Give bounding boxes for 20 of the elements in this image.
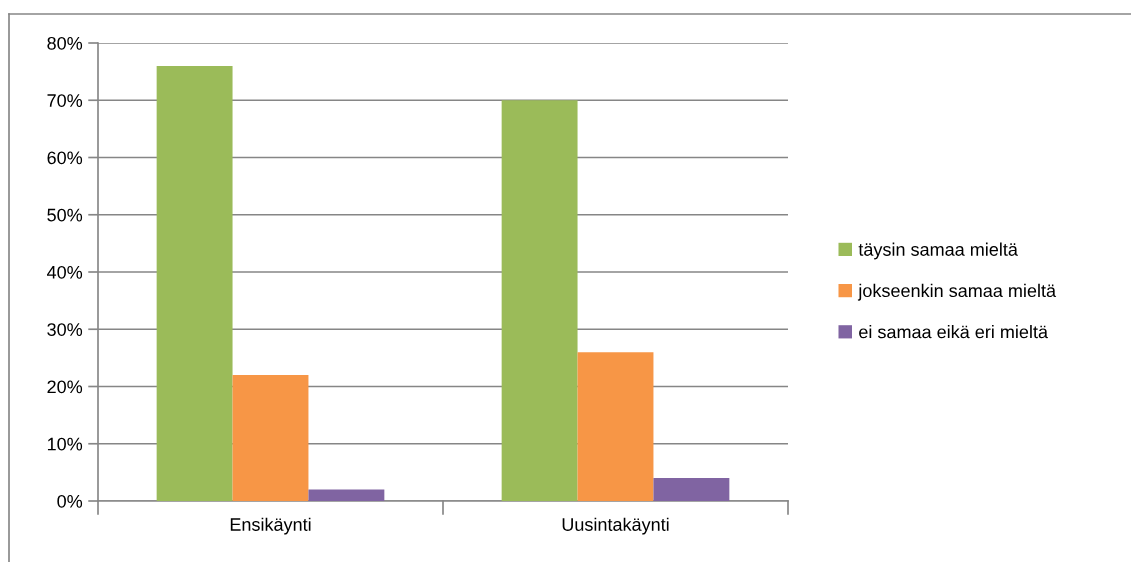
y-tick-label: 40%: [47, 265, 83, 279]
y-tick-label: 30%: [47, 323, 83, 336]
legend-label: ei samaa eikä eri mieltä: [859, 325, 1049, 339]
bar: [577, 352, 654, 501]
legend-label: täysin samaa mieltä: [858, 242, 1018, 260]
legend-label: jokseenkin samaa mieltä: [857, 283, 1057, 301]
bar: [653, 478, 730, 501]
y-tick-label: 20%: [47, 380, 83, 394]
y-tick-label: 10%: [47, 437, 83, 451]
x-tick-label: Uusintakäynti: [562, 517, 669, 535]
x-tick-label: Ensikäynti: [230, 517, 311, 535]
y-tick-label: 50%: [47, 208, 83, 222]
y-tick-label: 80%: [47, 36, 83, 50]
y-tick-label: 60%: [47, 151, 83, 165]
y-tick-label: 0%: [57, 494, 83, 508]
bar: [308, 489, 385, 501]
bar: [156, 65, 233, 501]
bar: [232, 375, 309, 501]
y-tick-label: 70%: [47, 94, 83, 107]
bar: [501, 100, 578, 501]
